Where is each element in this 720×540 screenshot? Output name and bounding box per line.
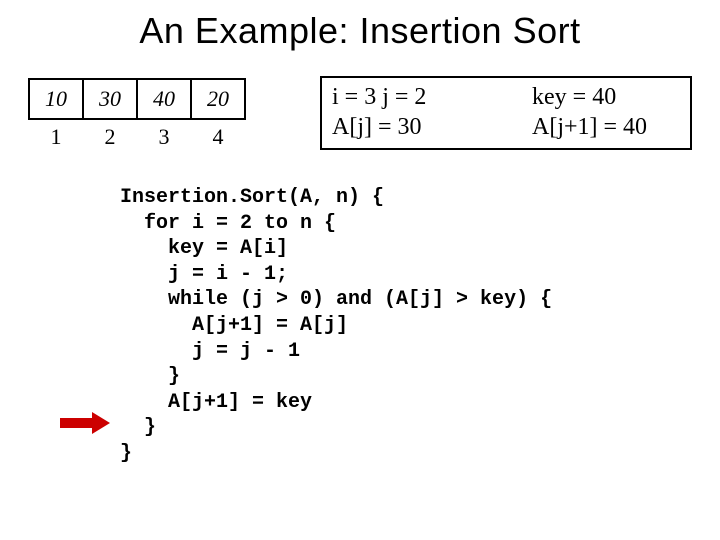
arrow-stem	[60, 418, 94, 428]
state-row-1: i = 3 j = 2 key = 40	[332, 82, 680, 112]
array-cell: 10	[28, 78, 84, 120]
state-i-j: i = 3 j = 2	[332, 82, 532, 112]
state-row-2: A[j] = 30 A[j+1] = 40	[332, 112, 680, 142]
array-cell: 20	[190, 78, 246, 120]
array-row: 10 30 40 20	[28, 78, 246, 120]
index-row: 1 2 3 4	[28, 124, 246, 150]
pointer-arrow-icon	[60, 414, 112, 432]
array-region: 10 30 40 20 1 2 3 4	[28, 78, 246, 150]
slide: An Example: Insertion Sort 10 30 40 20 1…	[0, 0, 720, 540]
state-box: i = 3 j = 2 key = 40 A[j] = 30 A[j+1] = …	[320, 76, 692, 150]
state-aj1: A[j+1] = 40	[532, 112, 647, 142]
array-index: 3	[136, 124, 192, 150]
array-cell: 30	[82, 78, 138, 120]
array-index: 1	[28, 124, 84, 150]
array-index: 2	[82, 124, 138, 150]
state-aj: A[j] = 30	[332, 112, 532, 142]
slide-title: An Example: Insertion Sort	[0, 10, 720, 52]
code-block: Insertion.Sort(A, n) { for i = 2 to n { …	[120, 185, 552, 467]
array-cell: 40	[136, 78, 192, 120]
array-index: 4	[190, 124, 246, 150]
arrow-head	[92, 412, 110, 434]
state-key: key = 40	[532, 82, 616, 112]
